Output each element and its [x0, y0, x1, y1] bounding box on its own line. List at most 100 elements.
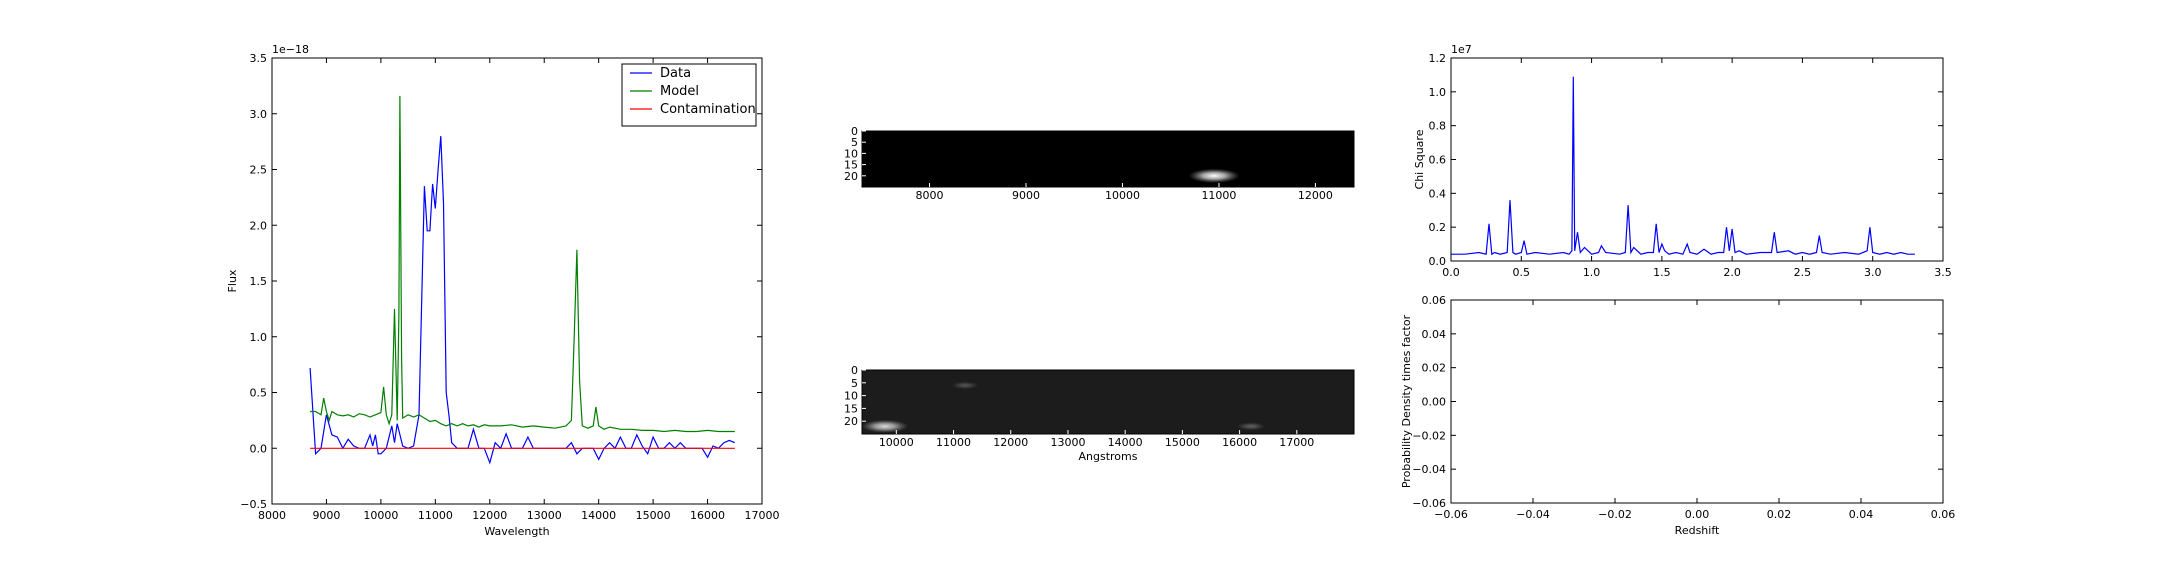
image-2d-top-ytick-label: 15 [844, 159, 858, 172]
image-2d-top-source-spot [1188, 168, 1240, 183]
image-2d-top-xtick-label: 11000 [1201, 189, 1236, 202]
probability-xtick-label: −0.02 [1598, 508, 1632, 521]
probability-xtick-label: 0.04 [1849, 508, 1874, 521]
spectrum-ytick-label: 2.5 [250, 164, 268, 177]
chisquare-xtick-label: 1.0 [1583, 266, 1601, 279]
image-2d-bottom-axes: 10000 11000 12000 13000 14000 15000 16000 17000… [844, 364, 1355, 463]
probability-ytick-label: 0.02 [1422, 362, 1447, 375]
image-2d-bottom-xtick-label: 11000 [936, 436, 971, 449]
image-2d-bottom-ytick-label: 15 [844, 402, 858, 415]
probability-ylabel: Probability Density times factor [1400, 314, 1413, 488]
chisquare-ytick-label: 0.4 [1429, 187, 1447, 200]
spectrum-xtick-label: 16000 [690, 509, 725, 522]
image-2d-top-image [862, 131, 1354, 187]
image-2d-bottom-ytick-label: 10 [844, 390, 858, 403]
image-2d-bottom-xtick-label: 15000 [1165, 436, 1200, 449]
image-2d-top-frame [861, 130, 1355, 188]
image-2d-bottom-source-spot [862, 419, 909, 433]
image-2d-top-xtick-label: 8000 [916, 189, 944, 202]
spectrum-xtick-label: 11000 [418, 509, 453, 522]
chisquare-xtick-label: 0.5 [1513, 266, 1531, 279]
image-2d-bottom-xtick-label: 10000 [879, 436, 914, 449]
chisquare-xtick-label: 2.0 [1723, 266, 1741, 279]
spectrum-ytick-label: 0.0 [250, 442, 268, 455]
image-2d-bottom-xlabel: Angstroms [1079, 450, 1138, 463]
spectrum-legend: Data Model Contamination [621, 63, 757, 127]
spectrum-legend-label: Contamination [660, 102, 756, 117]
probability-xlabel: Redshift [1675, 524, 1720, 537]
spectrum-xtick-label: 10000 [363, 509, 398, 522]
probability-ytick-label: 0.06 [1422, 294, 1447, 307]
chisquare-xtick-label: 0.0 [1442, 266, 1460, 279]
image-2d-top-ytick-label: 0 [851, 125, 858, 138]
chisquare-xtick-label: 1.5 [1653, 266, 1671, 279]
chisquare-offset-text: 1e7 [1451, 43, 1472, 56]
chisquare-ytick-label: 0.8 [1429, 120, 1447, 133]
spectrum-legend-label: Data [660, 66, 691, 81]
chisquare-ytick-label: 1.2 [1429, 52, 1447, 65]
spectrum-xtick-label: 9000 [312, 509, 340, 522]
spectrum-axes: 8000 9000 10000 11000 12000 13000 14000 15000 16… [226, 43, 780, 538]
chisquare-ylabel: Chi Square [1413, 129, 1426, 189]
spectrum-ylabel: Flux [226, 269, 239, 292]
chisquare-axes: 0.0 0.5 1.0 1.5 2.0 2.5 3.0 3.5 0.0 0.2 0.4 0.6 0.8 1… [1413, 43, 1952, 279]
chisquare-ytick-label: 0.6 [1429, 154, 1447, 167]
spectrum-xtick-label: 13000 [527, 509, 562, 522]
chisquare-xtick-label: 3.5 [1934, 266, 1952, 279]
image-2d-bottom-xtick-label: 14000 [1108, 436, 1143, 449]
probability-xtick-label: 0.00 [1685, 508, 1710, 521]
probability-xtick-label: −0.04 [1516, 508, 1550, 521]
image-2d-bottom-xtick-label: 12000 [993, 436, 1028, 449]
chisquare-ytick-label: 1.0 [1429, 86, 1447, 99]
spectrum-xtick-label: 14000 [581, 509, 616, 522]
image-2d-top-ytick-label: 10 [844, 147, 858, 160]
image-2d-bottom-ytick-label: 20 [844, 415, 858, 428]
image-2d-top-ytick-label: 20 [844, 170, 858, 183]
spectrum-ytick-label: 1.5 [250, 275, 268, 288]
spectrum-ytick-label: 1.0 [250, 331, 268, 344]
image-2d-top-xtick-label: 12000 [1298, 189, 1333, 202]
spectrum-ytick-label: 0.5 [250, 387, 268, 400]
probability-ytick-label: −0.06 [1412, 497, 1446, 510]
chisquare-xtick-label: 2.5 [1794, 266, 1812, 279]
image-2d-bottom-xtick-label: 17000 [1279, 436, 1314, 449]
spectrum-xtick-label: 12000 [472, 509, 507, 522]
image-2d-bottom-ytick-label: 0 [851, 364, 858, 377]
image-2d-top-xtick-label: 9000 [1012, 189, 1040, 202]
chisquare-xtick-label: 3.0 [1864, 266, 1882, 279]
spectrum-legend-label: Model [660, 84, 699, 99]
spectrum-ytick-label: −0.5 [240, 498, 267, 511]
spectrum-ytick-label: 2.0 [250, 219, 268, 232]
image-2d-bottom-xtick-label: 16000 [1222, 436, 1257, 449]
chisquare-ytick-label: 0.2 [1429, 221, 1447, 234]
spectrum-xtick-label: 17000 [745, 509, 780, 522]
image-2d-top-xtick-label: 10000 [1105, 189, 1140, 202]
chisquare-ytick-label: 0.0 [1429, 255, 1447, 268]
probability-frame [1450, 299, 1944, 504]
probability-xtick-label: 0.02 [1767, 508, 1792, 521]
image-2d-bottom-image [862, 370, 1354, 434]
spectrum-offset-text: 1e−18 [272, 43, 309, 56]
spectrum-xtick-label: 15000 [636, 509, 671, 522]
image-2d-bottom-source-spot [951, 381, 979, 390]
probability-ytick-label: −0.04 [1412, 463, 1446, 476]
probability-axes: −0.06 −0.04 −0.02 0.00 0.02 0.04 0.06 −0.06 −0.0… [1400, 294, 1955, 537]
spectrum-series-line-model [310, 95, 735, 433]
spectrum-ytick-label: 3.5 [250, 52, 268, 65]
image-2d-top-ytick-label: 5 [851, 136, 858, 149]
probability-ytick-label: −0.02 [1412, 429, 1446, 442]
probability-ytick-label: 0.04 [1422, 328, 1447, 341]
chisquare-series-line-0 [1451, 76, 1915, 256]
image-2d-bottom-ytick-label: 5 [851, 377, 858, 390]
spectrum-xlabel: Wavelength [484, 525, 549, 538]
probability-ytick-label: 0.00 [1422, 396, 1447, 409]
probability-xtick-label: 0.06 [1931, 508, 1956, 521]
spectrum-ytick-label: 3.0 [250, 108, 268, 121]
spectrum-xtick-label: 8000 [258, 509, 286, 522]
spectrum-series-line-data [309, 136, 736, 465]
image-2d-bottom-xtick-label: 13000 [1050, 436, 1085, 449]
spectrum-legend-box [621, 63, 757, 127]
image-2d-bottom-frame [861, 369, 1355, 435]
